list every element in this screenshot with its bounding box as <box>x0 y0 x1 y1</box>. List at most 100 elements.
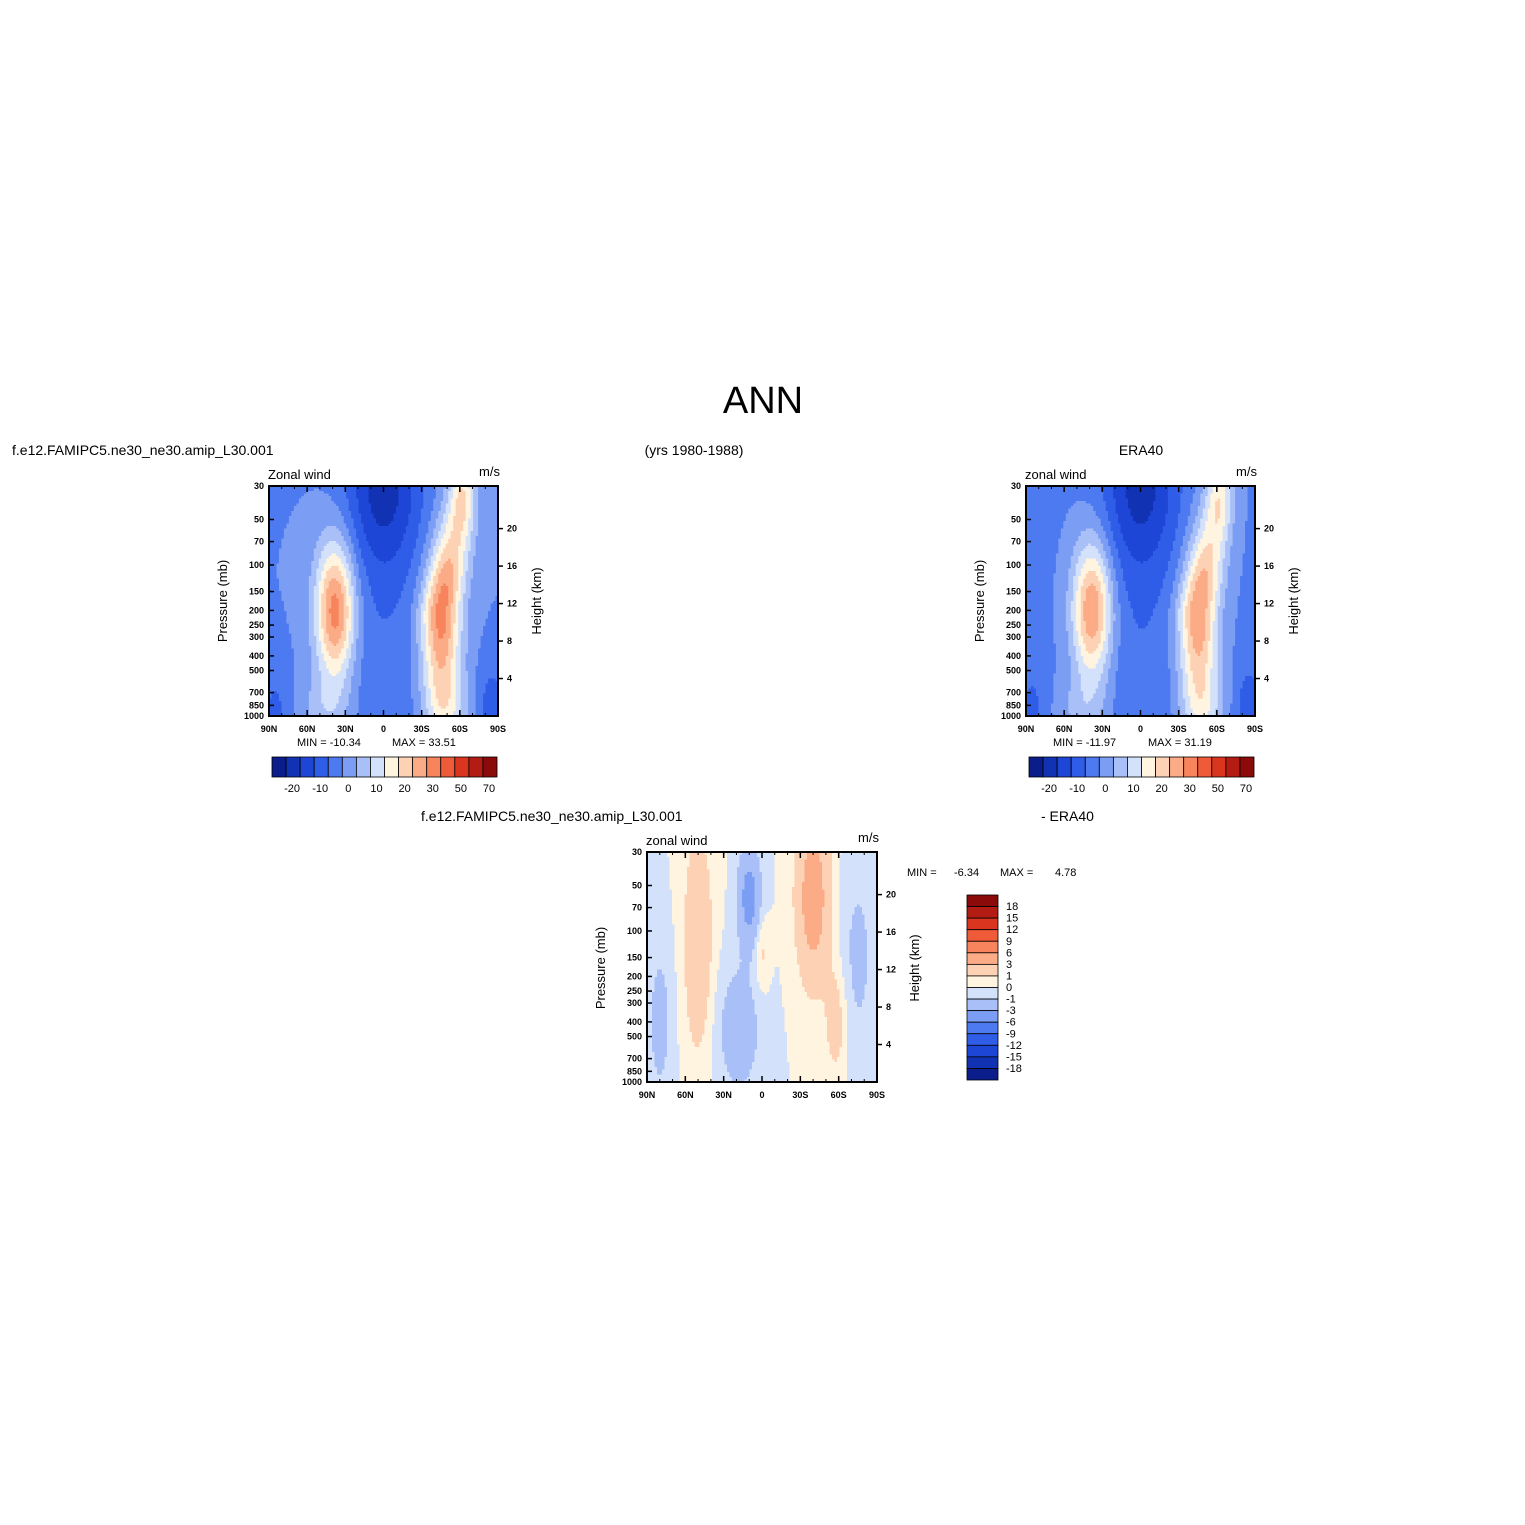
field-cell <box>493 571 497 575</box>
field-cell <box>393 593 397 597</box>
field-cell <box>408 491 412 495</box>
field-cell <box>276 531 280 535</box>
field-cell <box>385 533 390 537</box>
field-cell <box>440 521 444 525</box>
field-cell <box>378 603 382 607</box>
field-cell <box>403 606 407 610</box>
field-cell <box>385 496 390 500</box>
field-cell <box>286 516 290 520</box>
field-cell <box>366 566 370 570</box>
field-cell <box>271 616 275 620</box>
field-cell <box>356 543 360 547</box>
field-cell <box>373 576 377 580</box>
field-cell <box>453 571 457 575</box>
field-cell <box>286 511 290 515</box>
field-cell <box>343 531 347 535</box>
field-cell <box>420 556 424 560</box>
field-cell <box>333 551 337 555</box>
field-cell <box>388 521 392 525</box>
field-cell <box>296 573 300 577</box>
field-cell <box>381 558 385 562</box>
field-cell <box>465 486 469 490</box>
field-cell <box>430 608 434 612</box>
field-cell <box>495 583 498 587</box>
field-cell <box>353 488 357 492</box>
field-cell <box>281 523 285 527</box>
field-cell <box>363 556 367 560</box>
field-cell <box>278 586 283 590</box>
field-cell <box>331 611 335 615</box>
field-cell <box>403 561 407 565</box>
field-cell <box>338 588 342 592</box>
field-cell <box>298 568 302 572</box>
field-cell <box>298 566 302 570</box>
field-cell <box>296 496 300 500</box>
field-cell <box>448 528 452 532</box>
field-cell <box>281 573 285 577</box>
field-cell <box>398 616 402 620</box>
field-cell <box>415 521 419 525</box>
field-cell <box>425 578 429 582</box>
field-cell <box>343 541 347 545</box>
field-cell <box>346 528 350 532</box>
field-cell <box>303 508 307 512</box>
field-cell <box>351 588 355 592</box>
field-cell <box>483 563 487 567</box>
field-cell <box>323 556 327 560</box>
field-cell <box>395 506 400 510</box>
field-cell <box>470 531 474 535</box>
field-cell <box>341 603 345 607</box>
field-cell <box>415 531 419 535</box>
field-cell <box>298 593 302 597</box>
field-cell <box>420 538 424 542</box>
field-cell <box>318 618 322 622</box>
field-cell <box>331 558 335 562</box>
field-cell <box>435 486 439 490</box>
field-cell <box>366 501 370 505</box>
field-cell <box>420 591 424 595</box>
field-cell <box>326 561 330 565</box>
field-cell <box>271 533 275 537</box>
field-cell <box>418 488 422 492</box>
field-cell <box>363 496 367 500</box>
field-cell <box>455 548 459 552</box>
field-cell <box>303 606 307 610</box>
field-cell <box>283 558 288 562</box>
field-cell <box>296 598 300 602</box>
field-cell <box>358 486 362 490</box>
field-cell <box>483 543 487 547</box>
field-cell <box>341 523 345 527</box>
field-cell <box>448 548 452 552</box>
field-cell <box>318 608 322 612</box>
field-cell <box>321 486 325 490</box>
field-cell <box>465 571 469 575</box>
field-cell <box>313 526 317 530</box>
field-cell <box>336 583 340 587</box>
field-cell <box>368 583 372 587</box>
field-cell <box>293 531 297 535</box>
field-cell <box>296 601 300 605</box>
field-cell <box>351 513 355 517</box>
field-cell <box>445 598 449 602</box>
field-cell <box>470 553 474 557</box>
field-cell <box>383 541 387 545</box>
field-cell <box>480 558 484 562</box>
field-cell <box>445 573 449 577</box>
field-cell <box>413 533 417 537</box>
field-cell <box>371 536 375 540</box>
field-cell <box>358 561 362 565</box>
field-cell <box>371 488 375 492</box>
field-cell <box>288 528 292 532</box>
field-cell <box>376 536 380 540</box>
field-cell <box>473 496 477 500</box>
field-cell <box>385 498 390 502</box>
field-cell <box>388 573 392 577</box>
field-cell <box>465 613 469 617</box>
field-cell <box>331 591 335 595</box>
field-cell <box>453 513 457 517</box>
field-cell <box>276 611 280 615</box>
field-cell <box>390 511 395 515</box>
field-cell <box>453 498 457 502</box>
field-cell <box>358 508 362 512</box>
field-cell <box>346 498 350 502</box>
